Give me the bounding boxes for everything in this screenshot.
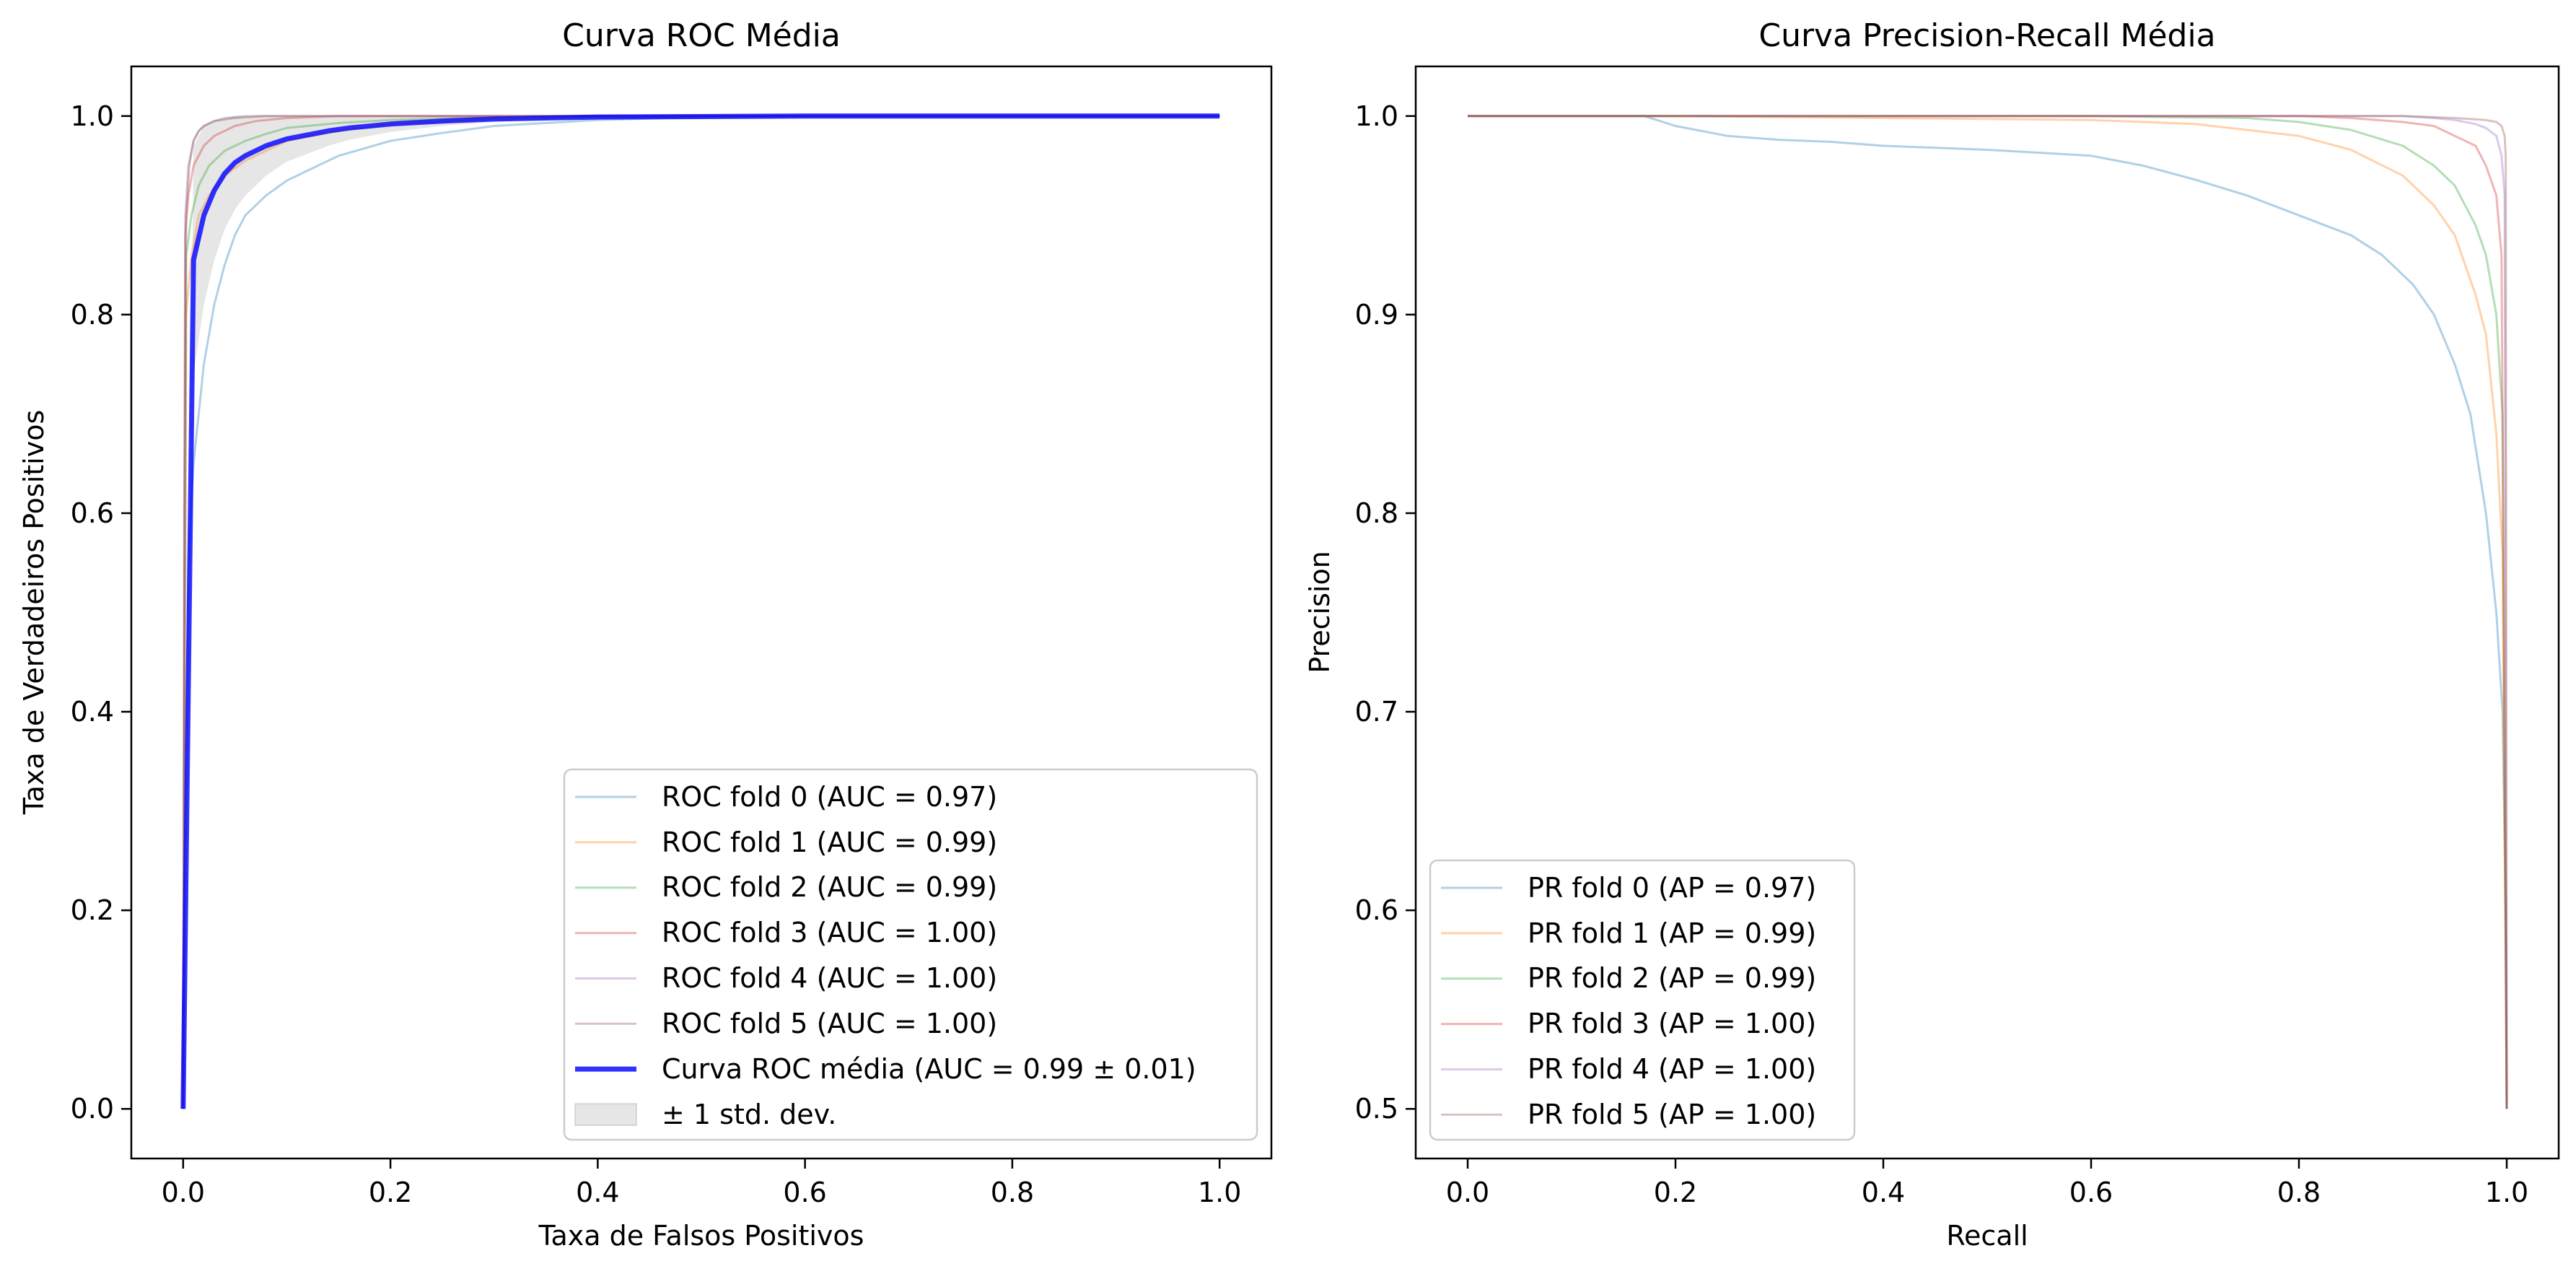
roc-x-tick-label: 0.6 xyxy=(783,1177,826,1208)
pr-y-tick-label: 0.5 xyxy=(1355,1093,1398,1125)
pr-x-tick-label: 0.2 xyxy=(1654,1177,1697,1208)
pr-x-axis-label: Recall xyxy=(1946,1220,2028,1252)
roc-x-tick-label: 0.0 xyxy=(162,1177,205,1208)
roc-y-tick-label: 0.4 xyxy=(71,696,114,728)
pr-legend-label-fold-2: PR fold 2 (AP = 0.99) xyxy=(1528,962,1816,994)
roc-legend-label-fold-3: ROC fold 3 (AUC = 1.00) xyxy=(662,917,997,948)
roc-y-tick-label: 0.0 xyxy=(71,1093,114,1125)
roc-legend-label-fold-5: ROC fold 5 (AUC = 1.00) xyxy=(662,1008,997,1039)
roc-x-tick-label: 0.4 xyxy=(576,1177,619,1208)
roc-legend-label-fold-4: ROC fold 4 (AUC = 1.00) xyxy=(662,962,997,994)
roc-chart-title: Curva ROC Média xyxy=(562,17,841,54)
roc-legend-label-std-band: ± 1 std. dev. xyxy=(662,1099,836,1130)
pr-legend-label-fold-0: PR fold 0 (AP = 0.97) xyxy=(1528,872,1816,904)
roc-x-tick-label: 0.8 xyxy=(991,1177,1034,1208)
pr-chart-title: Curva Precision-Recall Média xyxy=(1758,17,2215,54)
roc-legend-label-fold-1: ROC fold 1 (AUC = 0.99) xyxy=(662,826,997,858)
pr-legend-label-fold-3: PR fold 3 (AP = 1.00) xyxy=(1528,1008,1816,1039)
roc-legend: ROC fold 0 (AUC = 0.97) ROC fold 1 (AUC … xyxy=(564,769,1257,1140)
pr-legend-label-fold-1: PR fold 1 (AP = 0.99) xyxy=(1528,917,1816,949)
roc-x-tick-label: 1.0 xyxy=(1198,1177,1241,1208)
pr-x-tick-label: 0.8 xyxy=(2277,1177,2321,1208)
roc-y-tick-label: 0.6 xyxy=(71,497,114,529)
pr-y-tick-label: 0.9 xyxy=(1355,299,1398,331)
pr-x-tick-label: 0.4 xyxy=(1862,1177,1905,1208)
roc-legend-label-fold-2: ROC fold 2 (AUC = 0.99) xyxy=(662,871,997,903)
pr-y-tick-label: 1.0 xyxy=(1355,100,1398,132)
pr-x-tick-label: 0.0 xyxy=(1446,1177,1489,1208)
roc-x-axis-label: Taxa de Falsos Positivos xyxy=(538,1220,864,1252)
pr-y-tick-label: 0.7 xyxy=(1355,696,1398,728)
pr-y-tick-label: 0.8 xyxy=(1355,497,1398,529)
roc-y-tick-label: 1.0 xyxy=(71,100,114,132)
pr-legend: PR fold 0 (AP = 0.97) PR fold 1 (AP = 0.… xyxy=(1430,860,1854,1140)
roc-y-tick-label: 0.2 xyxy=(71,894,114,926)
roc-x-tick-label: 0.2 xyxy=(369,1177,412,1208)
roc-legend-label-mean: Curva ROC média (AUC = 0.99 ± 0.01) xyxy=(662,1053,1196,1085)
pr-x-tick-label: 1.0 xyxy=(2485,1177,2528,1208)
pr-y-tick-label: 0.6 xyxy=(1355,894,1398,926)
pr-x-tick-label: 0.6 xyxy=(2069,1177,2113,1208)
roc-y-tick-label: 0.8 xyxy=(71,299,114,331)
pr-legend-label-fold-5: PR fold 5 (AP = 1.00) xyxy=(1528,1099,1816,1130)
roc-y-axis-label: Taxa de Verdadeiros Positivos xyxy=(18,410,50,816)
roc-legend-label-fold-0: ROC fold 0 (AUC = 0.97) xyxy=(662,781,997,813)
roc-legend-swatch-std-band xyxy=(575,1104,636,1125)
pr-y-axis-label: Precision xyxy=(1304,551,1336,673)
pr-legend-label-fold-4: PR fold 4 (AP = 1.00) xyxy=(1528,1053,1816,1085)
